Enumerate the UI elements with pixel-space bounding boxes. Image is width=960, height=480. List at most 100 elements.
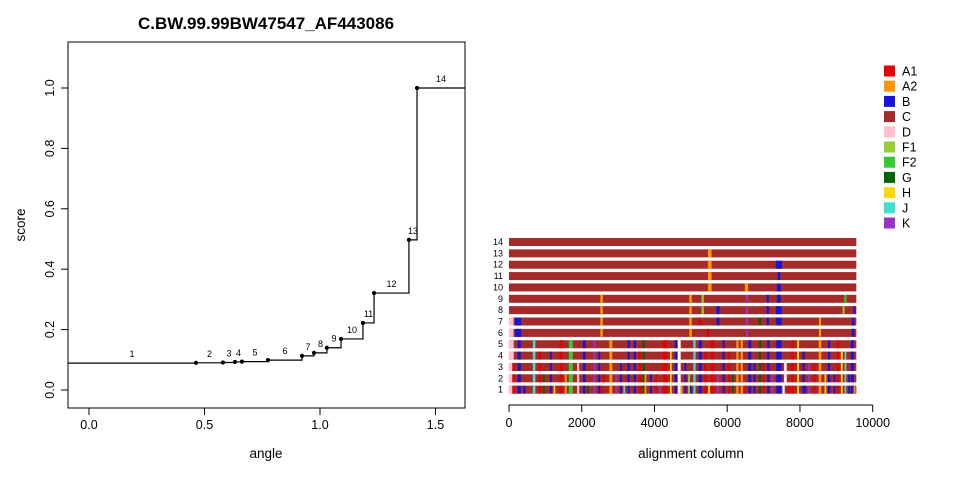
data-point-dot (299, 353, 305, 358)
alignment-stripe (850, 385, 854, 394)
alignment-stripe (777, 294, 781, 303)
data-point-dot (360, 320, 366, 326)
alignment-stripe (549, 385, 552, 394)
alignment-stripe (688, 374, 690, 383)
alignment-stripe (583, 351, 586, 360)
alignment-stripe (706, 328, 710, 337)
alignment-stripe (711, 374, 715, 383)
alignment-stripe (598, 385, 601, 394)
alignment-stripe (804, 385, 807, 394)
y-tick-label: 0.6 (43, 200, 57, 217)
alignment-stripe (728, 351, 730, 360)
alignment-stripe (701, 306, 704, 315)
alignment-stripe (818, 317, 822, 326)
alignment-stripe (818, 385, 822, 394)
alignment-stripe (670, 362, 672, 371)
alignment-stripe (598, 374, 601, 383)
alignment-row-bar (509, 294, 857, 303)
alignment-stripe (736, 374, 739, 383)
alignment-stripe (777, 272, 781, 281)
alignment-stripe (517, 362, 521, 371)
alignment-stripe (512, 362, 515, 371)
alignment-stripe (633, 362, 636, 371)
x-tick-label: 10000 (855, 416, 890, 430)
alignment-stripe (633, 351, 636, 360)
alignment-stripe (762, 385, 765, 394)
alignment-stripe (670, 351, 672, 360)
alignment-stripe (532, 385, 536, 394)
alignment-stripe (701, 294, 704, 303)
alignment-stripe (813, 374, 816, 383)
x-tick-label: 8000 (786, 416, 814, 430)
alignment-stripe (791, 340, 794, 349)
alignment-stripe (549, 351, 552, 360)
alignment-stripe (776, 362, 782, 371)
row-label: 5 (498, 339, 503, 349)
alignment-stripe (704, 385, 707, 394)
alignment-stripe (818, 374, 822, 383)
alignment-stripe (593, 351, 596, 360)
alignment-stripe (776, 374, 782, 383)
alignment-stripe (748, 385, 752, 394)
alignment-stripe (663, 340, 668, 349)
alignment-stripe (784, 362, 787, 371)
alignment-stripe (642, 385, 645, 394)
alignment-stripe (797, 351, 800, 360)
step-number-label: 1 (129, 349, 134, 359)
alignment-stripe (553, 385, 556, 394)
alignment-stripe (844, 374, 847, 383)
alignment-stripe (708, 385, 710, 394)
alignment-stripe (802, 351, 805, 360)
x-axis-label-angle: angle (249, 446, 282, 461)
alignment-stripe (707, 283, 712, 292)
alignment-stripe (508, 351, 514, 360)
alignment-stripe (583, 340, 586, 349)
alignment-row-bar (509, 272, 857, 281)
alignment-stripe (568, 351, 573, 360)
alignment-stripe (802, 374, 805, 383)
plot-box (67, 41, 466, 409)
data-point-dot (311, 350, 317, 355)
alignment-stripe (568, 385, 573, 394)
alignment-stripe (731, 385, 734, 394)
alignment-stripe (766, 317, 769, 326)
alignment-stripe (767, 385, 770, 394)
alignment-stripe (853, 306, 856, 315)
data-point-dot (414, 85, 420, 91)
alignment-stripe (620, 385, 622, 394)
alignment-stripe (655, 374, 658, 383)
alignment-stripe (767, 340, 770, 349)
alignment-stripe (850, 340, 854, 349)
alignment-stripe (649, 385, 652, 394)
alignment-stripe (559, 351, 563, 360)
alignment-stripe (523, 385, 526, 394)
alignment-stripe (728, 362, 730, 371)
alignment-row-bar (509, 328, 857, 337)
alignment-stripe (649, 374, 652, 383)
alignment-stripe (753, 385, 756, 394)
alignment-stripe (677, 374, 681, 383)
alignment-stripe (663, 374, 668, 383)
alignment-stripe (824, 385, 827, 394)
alignment-stripe (609, 340, 613, 349)
alignment-stripe (844, 351, 847, 360)
alignment-stripe (644, 374, 647, 383)
alignment-stripe (748, 374, 752, 383)
alignment-stripe (609, 351, 613, 360)
row-label: 11 (494, 271, 503, 281)
alignment-stripe (644, 385, 647, 394)
alignment-stripe (753, 362, 756, 371)
alignment-stripe (549, 374, 552, 383)
alignment-stripe (784, 374, 787, 383)
data-point-dot (220, 360, 226, 365)
alignment-row-bar (509, 306, 857, 315)
alignment-stripe (564, 385, 567, 394)
alignment-stripe (508, 362, 514, 371)
alignment-stripe (850, 362, 854, 371)
alignment-stripe (663, 385, 668, 394)
alignment-stripe (538, 385, 542, 394)
legend-label: A2 (902, 80, 917, 94)
alignment-stripe (748, 362, 752, 371)
alignment-stripe (740, 385, 743, 394)
alignment-stripe (758, 351, 762, 360)
